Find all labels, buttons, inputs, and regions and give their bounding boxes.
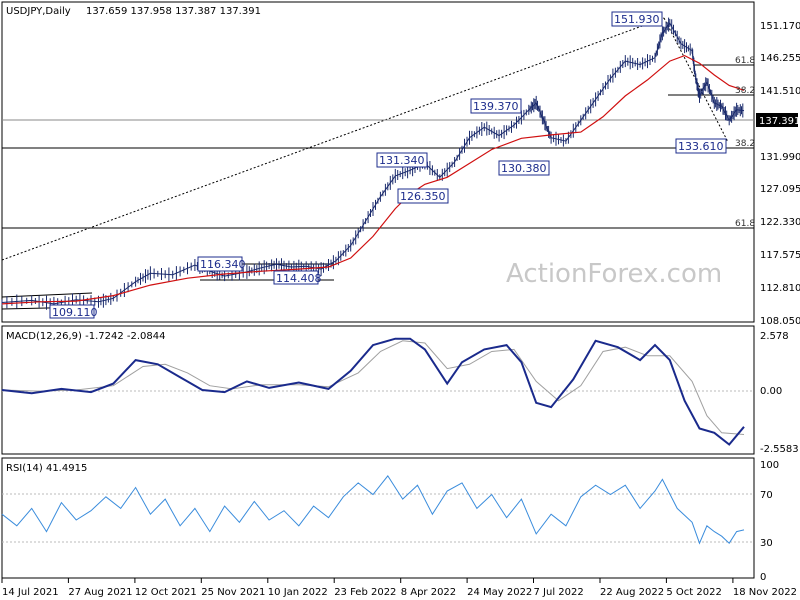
svg-text:100: 100 [760,460,779,471]
fib-label-618-low: 61.8 [735,219,755,229]
price-label-151930: 151.930 [611,11,663,27]
x-axis: 14 Jul 2021 27 Aug 2021 12 Oct 2021 25 Nov … [1,578,797,598]
rsi-title: RSI(14) 41.4915 [6,463,87,474]
svg-text:133.610: 133.610 [678,140,724,153]
x-tick-label: 25 Nov 2021 [201,587,265,598]
x-tick-label: 23 Feb 2022 [334,587,396,598]
x-tick-label: 27 Aug 2021 [68,587,132,598]
current-price-box [756,113,798,127]
svg-text:131.340: 131.340 [379,154,425,167]
svg-text:131.990: 131.990 [760,152,800,163]
svg-text:126.350: 126.350 [400,190,446,203]
rsi-line [1,475,745,545]
watermark: ActionForex.com [506,259,722,289]
svg-text:127.095: 127.095 [760,184,800,195]
svg-text:139.370: 139.370 [473,100,519,113]
chart-title: USDJPY,Daily [6,6,71,17]
svg-text:116.340: 116.340 [200,258,246,271]
svg-text:108.050: 108.050 [760,316,800,327]
svg-text:109.110: 109.110 [52,306,98,319]
main-y-axis: 151.170 146.255 141.510 137.391 131.990 … [756,21,800,327]
rsi-pane [1,457,755,579]
fib-label-382-top: 38.2 [735,86,755,96]
fib-label-618-top: 61.8 [735,56,755,66]
price-line [1,21,745,305]
macd-title: MACD(12,26,9) -1.7242 -2.0844 [6,331,166,342]
price-label-109110: 109.110 [49,304,98,319]
x-tick-label: 24 May 2022 [467,587,532,598]
x-tick-label: 5 Oct 2022 [666,587,721,598]
price-label-126350: 126.350 [397,188,449,204]
svg-text:130.380: 130.380 [501,162,547,175]
svg-text:137.391: 137.391 [759,116,800,127]
macd-pane [1,325,755,455]
svg-text:30: 30 [760,538,773,549]
svg-text:-2.5583: -2.5583 [760,444,799,455]
price-label-114408: 114.408 [273,270,322,285]
x-tick-label: 10 Jan 2022 [268,587,328,598]
price-label-131340: 131.340 [376,152,428,168]
svg-text:70: 70 [760,490,773,501]
x-tick-label: 14 Jul 2021 [2,587,59,598]
x-tick-label: 12 Oct 2021 [135,587,197,598]
svg-text:114.408: 114.408 [276,272,322,285]
svg-text:151.930: 151.930 [614,13,660,26]
svg-text:151.170: 151.170 [760,21,800,32]
x-tick-label: 8 Apr 2022 [401,587,456,598]
svg-text:141.510: 141.510 [760,86,800,97]
macd-y-axis: 2.578 0.00 -2.5583 [760,331,799,455]
trend-line [1,17,665,261]
svg-text:0.00: 0.00 [760,386,782,397]
fib-label-382-mid: 38.2 [735,139,755,149]
rsi-y-axis: 100 70 30 0 [760,460,779,583]
svg-text:117.575: 117.575 [760,250,800,261]
svg-text:122.330: 122.330 [760,217,800,228]
ohlc-readout: 137.659 137.958 137.387 137.391 [86,6,261,17]
price-label-116340: 116.340 [197,256,246,272]
macd-line [1,337,745,446]
svg-text:0: 0 [760,572,766,583]
x-tick-label: 18 Nov 2022 [733,587,797,598]
price-label-139370: 139.370 [470,98,522,114]
x-tick-label: 7 Jul 2022 [534,587,584,598]
svg-text:112.810: 112.810 [760,283,800,294]
macd-signal-line [1,340,745,435]
x-tick-label: 22 Aug 2022 [600,587,664,598]
price-label-130380: 130.380 [498,160,550,176]
price-label-133610: 133.610 [675,138,727,154]
svg-text:146.255: 146.255 [760,53,800,64]
svg-text:2.578: 2.578 [760,331,789,342]
ema-line [1,54,745,305]
